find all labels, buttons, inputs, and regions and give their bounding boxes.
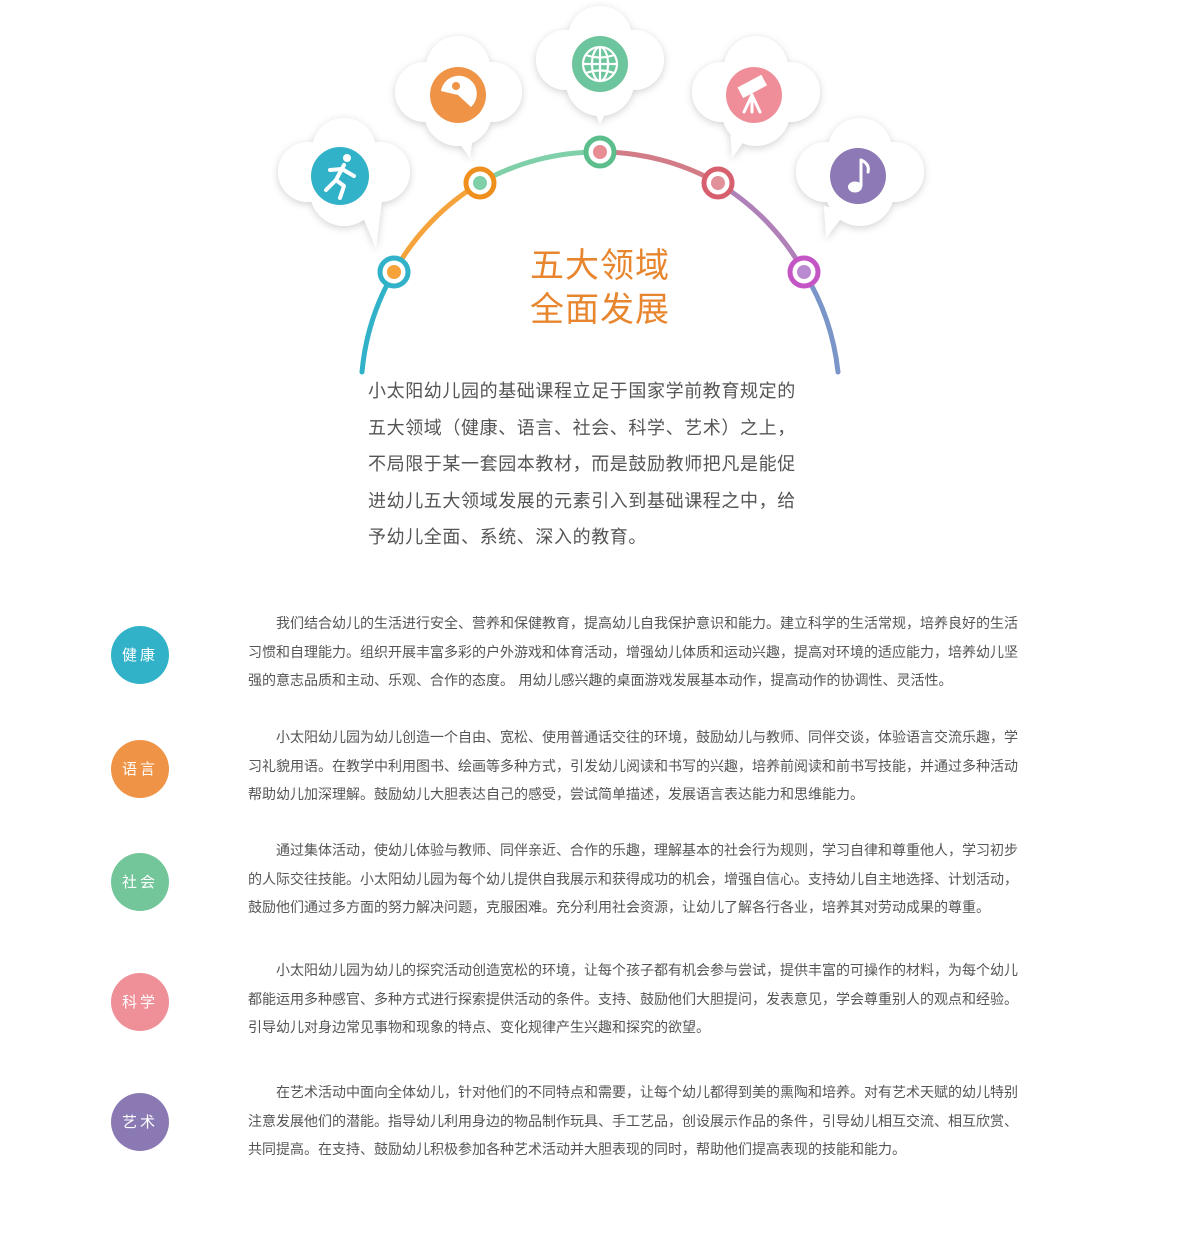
description-line: 强的意志品质和主动、乐观、合作的态度。 用幼儿感兴趣的桌面游戏发展基本动作，提高…: [248, 673, 953, 689]
description-line: 注意发展他们的潜能。指导幼儿利用身边的物品制作玩具、手工艺品，创设展示作品的条件…: [248, 1113, 1018, 1130]
description-line: 鼓励他们通过多方面的努力解决问题，克服困难。充分利用社会资源，让幼儿了解各行各业…: [248, 900, 990, 916]
description-line: 习惯和自理能力。组织开展丰富多彩的户外游戏和体育活动，增强幼儿体质和运动兴趣，提…: [248, 644, 1018, 661]
description-line: 小太阳幼儿园为幼儿创造一个自由、宽松、使用普通话交往的环境，鼓励幼儿与教师、同伴…: [276, 730, 1018, 746]
intro-line: 不局限于某一套园本教材，而是鼓励教师把凡是能促: [368, 454, 796, 475]
health-badge: 健康: [111, 626, 169, 684]
description-line: 通过集体活动，使幼儿体验与教师、同伴亲近、合作的乐趣，理解基本的社会行为规则，学…: [276, 843, 1018, 859]
intro-line: 小太阳幼儿园的基础课程立足于国家学前教育规定的: [368, 381, 796, 402]
hero-title-line2: 全面发展: [530, 290, 670, 330]
arc-node-1: [377, 255, 411, 289]
description-line: 小太阳幼儿园为幼儿的探究活动创造宽松的环境，让每个孩子都有机会参与尝试，提供丰富…: [276, 963, 1018, 979]
health-description: 我们结合幼儿的生活进行安全、营养和保健教育，提高幼儿自我保护意识和能力。建立科学…: [248, 610, 1103, 696]
pacman-face-icon: [430, 67, 486, 123]
society-badge: 社会: [111, 853, 169, 911]
intro-line: 进幼儿五大领域发展的元素引入到基础课程之中，给: [368, 490, 796, 512]
science-description: 小太阳幼儿园为幼儿的探究活动创造宽松的环境，让每个孩子都有机会参与尝试，提供丰富…: [248, 957, 1103, 1043]
language-description: 小太阳幼儿园为幼儿创造一个自由、宽松、使用普通话交往的环境，鼓励幼儿与教师、同伴…: [248, 724, 1103, 810]
globe-icon: [572, 36, 628, 92]
hero-title-line1: 五大领域: [530, 246, 670, 286]
description-line: 共同提高。在支持、鼓励幼儿积极参加各种艺术活动并大胆表现的同时，帮助他们提高表现…: [248, 1142, 906, 1158]
five-domains-arc-graphic: [278, 6, 924, 375]
society-description: 通过集体活动，使幼儿体验与教师、同伴亲近、合作的乐趣，理解基本的社会行为规则，学…: [248, 837, 1103, 923]
description-line: 在艺术活动中面向全体幼儿，针对他们的不同特点和需要，让每个幼儿都得到美的熏陶和培…: [276, 1085, 1018, 1101]
description-line: 引导幼儿对身边常见事物和现象的特点、变化规律产生兴趣和探究的欲望。: [248, 1020, 710, 1036]
description-line: 习礼貌用语。在教学中利用图书、绘画等多种方式，引发幼儿阅读和书写的兴趣，培养前阅…: [248, 758, 1018, 775]
intro-line: 予幼儿全面、系统、深入的教育。: [368, 527, 647, 548]
art-badge: 艺术: [111, 1093, 169, 1151]
description-line: 帮助幼儿加深理解。鼓励幼儿大胆表达自己的感受，尝试简单描述，发展语言表达能力和思…: [248, 787, 864, 803]
science-badge: 科学: [111, 973, 169, 1031]
language-badge: 语言: [111, 740, 169, 798]
intro-paragraph: 小太阳幼儿园的基础课程立足于国家学前教育规定的 五大领域（健康、语言、社会、科学…: [368, 374, 838, 557]
description-line: 的人际交往技能。小太阳幼儿园为每个幼儿提供自我展示和获得成功的机会，增强自信心。…: [248, 871, 1018, 888]
arc-node-2: [463, 166, 497, 200]
telescope-icon: [726, 67, 782, 123]
arc-node-4: [701, 166, 735, 200]
hero-title: 五大领域 全面发展: [450, 244, 750, 332]
description-line: 我们结合幼儿的生活进行安全、营养和保健教育，提高幼儿自我保护意识和能力。建立科学…: [276, 616, 1018, 632]
music-note-icon: [830, 148, 886, 204]
arc-node-5: [787, 255, 821, 289]
arc-node-3: [583, 135, 617, 169]
art-description: 在艺术活动中面向全体幼儿，针对他们的不同特点和需要，让每个幼儿都得到美的熏陶和培…: [248, 1079, 1103, 1165]
description-line: 都能运用多种感官、多种方式进行探索提供活动的条件。支持、鼓励他们大胆提问，发表意…: [248, 991, 1018, 1008]
intro-line: 五大领域（健康、语言、社会、科学、艺术）之上，: [368, 417, 796, 439]
running-person-icon: [311, 147, 369, 205]
